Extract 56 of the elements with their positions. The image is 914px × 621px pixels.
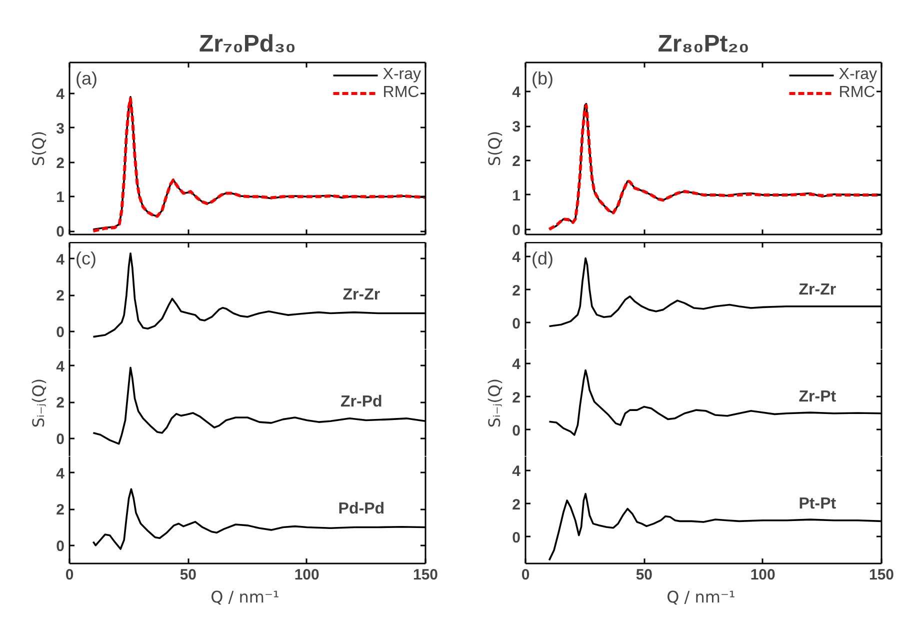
y-tick-label: 2 [56, 394, 64, 412]
y-tick-label: 1 [512, 187, 520, 204]
y-tick-label: 4 [56, 251, 66, 268]
y-tick-label: 3 [56, 120, 64, 138]
y-tick-label: 2 [512, 496, 520, 514]
annotation: (c) [76, 248, 96, 268]
legend-label: RMC [382, 84, 420, 102]
y-tick-label: 2 [56, 288, 64, 305]
series-label: Zr-Pt [798, 388, 837, 406]
y-tick-label: 4 [56, 465, 66, 482]
annotation: (b) [532, 68, 554, 88]
annotation: (a) [76, 68, 98, 88]
y-axis-title: S(Q) [29, 130, 48, 166]
y-tick-label: 0 [512, 315, 520, 332]
legend-label: X-ray [838, 66, 877, 84]
annotation: (d) [532, 248, 554, 268]
y-tick-label: 2 [512, 389, 520, 406]
y-tick-label: 0 [512, 222, 520, 239]
y-tick-label: 0 [56, 224, 64, 241]
y-tick-label: 3 [512, 118, 520, 136]
x-tick-label: 50 [180, 566, 197, 584]
x-tick-label: 100 [294, 566, 320, 584]
y-tick-label: 4 [56, 86, 66, 103]
legend-label: RMC [838, 84, 876, 102]
y-tick-label: 4 [512, 463, 522, 480]
x-axis-title: Q / nm⁻¹ [210, 588, 280, 606]
y-tick-label: 4 [56, 358, 66, 376]
y-tick-label: 2 [56, 154, 64, 172]
y-tick-label: 2 [56, 502, 64, 519]
y-tick-label: 4 [512, 84, 522, 102]
legend-label: Zr-Pd [340, 394, 382, 411]
series-label: Zr-Zr [342, 286, 380, 304]
y-tick-label: 0 [56, 324, 64, 341]
x-tick-label: 50 [636, 566, 653, 584]
y-tick-label: 1 [56, 189, 64, 206]
y-axis-title: Sᵢ₋ⱼ(Q) [29, 378, 48, 428]
y-tick-label: 2 [512, 282, 520, 300]
y-tick-label: 4 [512, 249, 522, 266]
series-label: Zr-Zr [798, 281, 836, 298]
y-tick-label: 0 [512, 529, 520, 546]
y-tick-label: 2 [512, 153, 520, 170]
x-tick-label: 100 [750, 566, 776, 584]
y-axis-title: S(Q) [485, 130, 504, 166]
legend-label: X-ray [382, 66, 421, 84]
y-axis-title: Sᵢ₋ⱼ(Q) [485, 378, 504, 428]
x-tick-label: 150 [412, 566, 438, 584]
chart-title: Zr₇₀Pd₃₀ [199, 30, 296, 58]
series-label: Pd-Pd [338, 500, 385, 518]
y-tick-label: 0 [512, 422, 520, 440]
y-tick-label: 0 [56, 538, 64, 555]
series-label: Pt-Pt [798, 495, 837, 512]
x-axis-title: Q / nm⁻¹ [666, 588, 736, 606]
x-tick-label: 150 [868, 566, 894, 584]
y-tick-label: 4 [512, 356, 522, 374]
y-tick-label: 0 [56, 430, 64, 448]
chart-title: Zr₈₀Pt₂₀ [658, 30, 750, 58]
